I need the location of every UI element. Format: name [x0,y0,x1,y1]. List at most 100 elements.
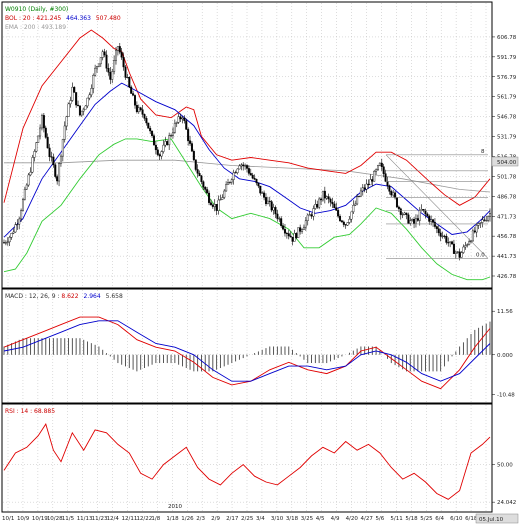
x-tick-label: 3/18 [286,516,299,522]
candle-body [405,212,408,216]
candle-body [213,204,216,207]
candle-body [424,210,427,215]
candle-body [253,177,256,180]
x-tick-label: 5/25 [420,516,433,522]
candle-body [198,173,201,177]
candle-body [407,214,410,224]
y-tick-label: 426.78 [497,274,517,280]
x-tick-label: 4/27 [361,516,374,522]
candle-body [420,209,423,211]
x-tick-label: 5/18 [405,516,418,522]
candle-body [238,165,241,170]
candle-body [432,219,435,223]
y-tick-label: 546.78 [497,115,517,121]
candle-body [481,219,484,223]
candle-body [302,226,305,230]
x-tick-label: 1/26 [181,516,194,522]
candle-body [122,57,125,68]
candle-body [3,242,6,244]
x-tick-label: 5/6 [375,516,384,522]
candle-body [170,135,173,137]
y-tick-label: 11.56 [497,309,513,315]
rsi-legend: RSI : 14 : 68.885 [5,408,55,415]
candle-body [80,110,83,116]
candle-body [456,251,459,253]
bol-upper-value: 507.480 [96,15,121,22]
x-tick-label: 10/28 [47,516,63,522]
candle-body [255,178,258,184]
candle-body [230,179,233,183]
candle-body [458,251,461,258]
candle-body [162,144,165,152]
candle-body [103,51,106,56]
candle-body [257,182,260,187]
candle-body [151,130,154,136]
y-tick-label: 591.79 [497,55,517,61]
last-price-box [491,156,519,167]
fibonacci-lines: 80.0 [385,149,489,259]
candle-body [107,68,110,73]
candle-body [367,183,370,186]
x-tick-label: 2/25 [241,516,254,522]
candle-body [160,151,163,157]
candle-body [82,108,85,112]
candle-body [27,174,30,186]
candle-body [413,219,416,225]
candle-body [78,105,81,116]
x-tick-label: 3/25 [301,516,314,522]
candle-body [297,227,300,238]
x-tick-label: 2/17 [226,516,239,522]
candle-body [443,235,446,237]
candle-body [356,196,359,205]
candle-body [244,165,247,167]
candle-body [181,117,184,120]
candle-body [221,197,224,200]
candle-body [33,151,36,158]
x-tick-label: 6/10 [450,516,463,522]
candle-body [145,118,148,124]
candle-body [35,142,38,152]
candle-body [61,139,64,157]
candle-body [18,218,21,225]
candle-body [475,225,478,233]
candle-body [327,196,330,200]
candle-body [428,215,431,222]
candle-body [190,143,193,152]
candle-body [115,50,118,61]
candle-body [449,241,452,243]
candle-body [177,116,180,123]
candle-body [348,218,351,223]
candle-body [316,204,319,208]
candle-body [158,154,161,157]
candle-body [403,212,406,215]
candle-body [92,75,95,89]
candle-body [264,197,267,205]
candle-body [261,192,264,194]
y-tick-label: -10.48 [497,392,515,398]
candle-body [52,156,55,166]
candle-body [399,208,402,215]
candle-body [10,233,13,238]
candle-body [318,198,321,208]
candle-body [247,168,250,174]
y-tick-label: 576.79 [497,75,517,81]
candle-body [73,86,76,93]
candle-body [149,128,152,132]
candle-body [228,181,231,183]
candle-body [211,204,214,207]
candle-body [137,107,140,113]
candle-body [29,171,32,176]
x-tick-label: 5/11 [390,516,402,522]
candle-body [280,218,283,227]
macd-line [3,316,491,390]
candle-body [242,164,245,166]
candle-body [189,140,192,144]
candle-body [331,201,334,205]
candle-body [99,57,102,65]
candle-body [179,116,182,120]
candle-body [371,179,374,182]
candle-body [354,203,357,206]
candle-body [126,77,129,79]
candle-body [320,198,323,201]
candle-body [118,46,121,53]
